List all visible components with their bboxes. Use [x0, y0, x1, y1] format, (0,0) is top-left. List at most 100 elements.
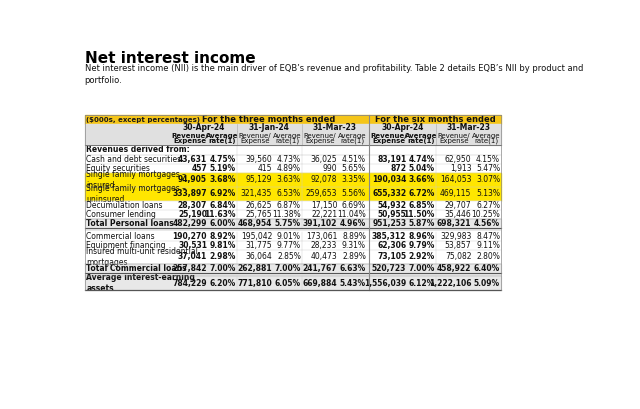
Text: Single family mortgages –
uninsured: Single family mortgages – uninsured	[86, 184, 186, 204]
Text: 37,041: 37,041	[178, 252, 207, 261]
Text: 195,042: 195,042	[241, 231, 272, 240]
Text: 6.87%: 6.87%	[277, 201, 301, 210]
Text: 3.07%: 3.07%	[476, 175, 500, 184]
Text: 95,129: 95,129	[246, 175, 272, 184]
Text: 5.47%: 5.47%	[476, 164, 500, 173]
Text: Total Personal loans: Total Personal loans	[86, 219, 174, 228]
Text: 872: 872	[390, 164, 406, 173]
Text: 698,321: 698,321	[437, 219, 472, 228]
Text: 31-Mar-23: 31-Mar-23	[312, 123, 356, 132]
Text: Revenue/: Revenue/	[172, 133, 208, 139]
Text: 5.19%: 5.19%	[210, 164, 236, 173]
Text: 190,034: 190,034	[372, 175, 406, 184]
Text: 36,025: 36,025	[310, 155, 337, 164]
Text: 6.20%: 6.20%	[209, 279, 236, 288]
Text: 35,446: 35,446	[445, 210, 472, 219]
Text: 655,332: 655,332	[372, 189, 406, 198]
Text: 6.00%: 6.00%	[209, 219, 236, 228]
Text: 4.75%: 4.75%	[209, 155, 236, 164]
Text: Average: Average	[472, 133, 500, 139]
Text: 457: 457	[191, 164, 207, 173]
Bar	[84, 276, 501, 290]
Text: 468,954: 468,954	[238, 219, 272, 228]
Text: Net interest income (NII) is the main driver of EQB’s revenue and profitability.: Net interest income (NII) is the main dr…	[84, 64, 583, 85]
Text: Total Commercial loans: Total Commercial loans	[86, 264, 187, 273]
Text: 6.27%: 6.27%	[476, 201, 500, 210]
Text: Revenue/: Revenue/	[303, 133, 336, 139]
Text: For the three months ended: For the three months ended	[202, 115, 336, 124]
Text: 30-Apr-24: 30-Apr-24	[183, 123, 225, 132]
Bar	[84, 201, 501, 210]
Text: 4.96%: 4.96%	[340, 219, 366, 228]
Text: 6.53%: 6.53%	[276, 189, 301, 198]
Bar	[84, 115, 501, 124]
Text: 1,913: 1,913	[450, 164, 472, 173]
Text: 9.11%: 9.11%	[476, 241, 500, 250]
Bar	[84, 241, 501, 250]
Text: Expense: Expense	[439, 138, 468, 144]
Text: 784,229: 784,229	[172, 279, 207, 288]
Bar	[84, 187, 501, 201]
Text: 2.92%: 2.92%	[409, 252, 435, 261]
Text: 75,082: 75,082	[445, 252, 472, 261]
Text: 7.00%: 7.00%	[408, 264, 435, 273]
Text: 26,625: 26,625	[246, 201, 272, 210]
Text: 5.65%: 5.65%	[342, 164, 366, 173]
Text: 6.12%: 6.12%	[409, 279, 435, 288]
Text: 3.68%: 3.68%	[209, 175, 236, 184]
Text: 5.04%: 5.04%	[409, 164, 435, 173]
Text: 4.73%: 4.73%	[276, 155, 301, 164]
Text: Expense: Expense	[372, 138, 405, 144]
Text: 458,922: 458,922	[437, 264, 472, 273]
Text: 5.43%: 5.43%	[340, 279, 366, 288]
Text: 190,270: 190,270	[173, 231, 207, 240]
Text: 73,105: 73,105	[377, 252, 406, 261]
Text: For the six months ended: For the six months ended	[375, 115, 496, 124]
Text: 43,631: 43,631	[178, 155, 207, 164]
Text: 3.35%: 3.35%	[342, 175, 366, 184]
Text: 28,307: 28,307	[178, 201, 207, 210]
Bar	[84, 210, 501, 219]
Text: 62,950: 62,950	[445, 155, 472, 164]
Bar	[84, 264, 501, 273]
Bar	[84, 155, 501, 164]
Text: 8.96%: 8.96%	[408, 231, 435, 240]
Text: 1,556,039: 1,556,039	[364, 279, 406, 288]
Text: Equipment financing: Equipment financing	[86, 241, 166, 250]
Text: Consumer lending: Consumer lending	[86, 210, 156, 219]
Text: 83,191: 83,191	[377, 155, 406, 164]
Text: 9.77%: 9.77%	[276, 241, 301, 250]
Text: 54,932: 54,932	[377, 201, 406, 210]
Text: 6.63%: 6.63%	[340, 264, 366, 273]
Text: 3.66%: 3.66%	[409, 175, 435, 184]
Text: Expense: Expense	[305, 138, 335, 144]
Text: 4.15%: 4.15%	[476, 155, 500, 164]
Text: 25,190: 25,190	[178, 210, 207, 219]
Text: Commercial loans: Commercial loans	[86, 231, 155, 240]
Text: Expense: Expense	[173, 138, 206, 144]
Text: 31-Jan-24: 31-Jan-24	[249, 123, 289, 132]
Text: rate(1): rate(1)	[474, 137, 499, 144]
Text: 36,064: 36,064	[246, 252, 272, 261]
Text: 990: 990	[323, 164, 337, 173]
Text: 259,653: 259,653	[306, 189, 337, 198]
Text: 6.69%: 6.69%	[342, 201, 366, 210]
Text: 482,299: 482,299	[173, 219, 207, 228]
Text: 92,078: 92,078	[311, 175, 337, 184]
Bar	[84, 219, 501, 229]
Text: 9.31%: 9.31%	[342, 241, 366, 250]
Text: 7.00%: 7.00%	[275, 264, 301, 273]
Text: 5.75%: 5.75%	[275, 219, 301, 228]
Text: 8.47%: 8.47%	[476, 231, 500, 240]
Text: Average: Average	[273, 133, 301, 139]
Text: 4.56%: 4.56%	[474, 219, 500, 228]
Text: 28,233: 28,233	[311, 241, 337, 250]
Text: 31,775: 31,775	[246, 241, 272, 250]
Text: 7.00%: 7.00%	[209, 264, 236, 273]
Text: 5.56%: 5.56%	[342, 189, 366, 198]
Text: rate(1): rate(1)	[275, 137, 300, 144]
Text: Revenue/: Revenue/	[371, 133, 407, 139]
Text: 385,312: 385,312	[372, 231, 406, 240]
Text: 333,897: 333,897	[172, 189, 207, 198]
Text: 22,221: 22,221	[311, 210, 337, 219]
